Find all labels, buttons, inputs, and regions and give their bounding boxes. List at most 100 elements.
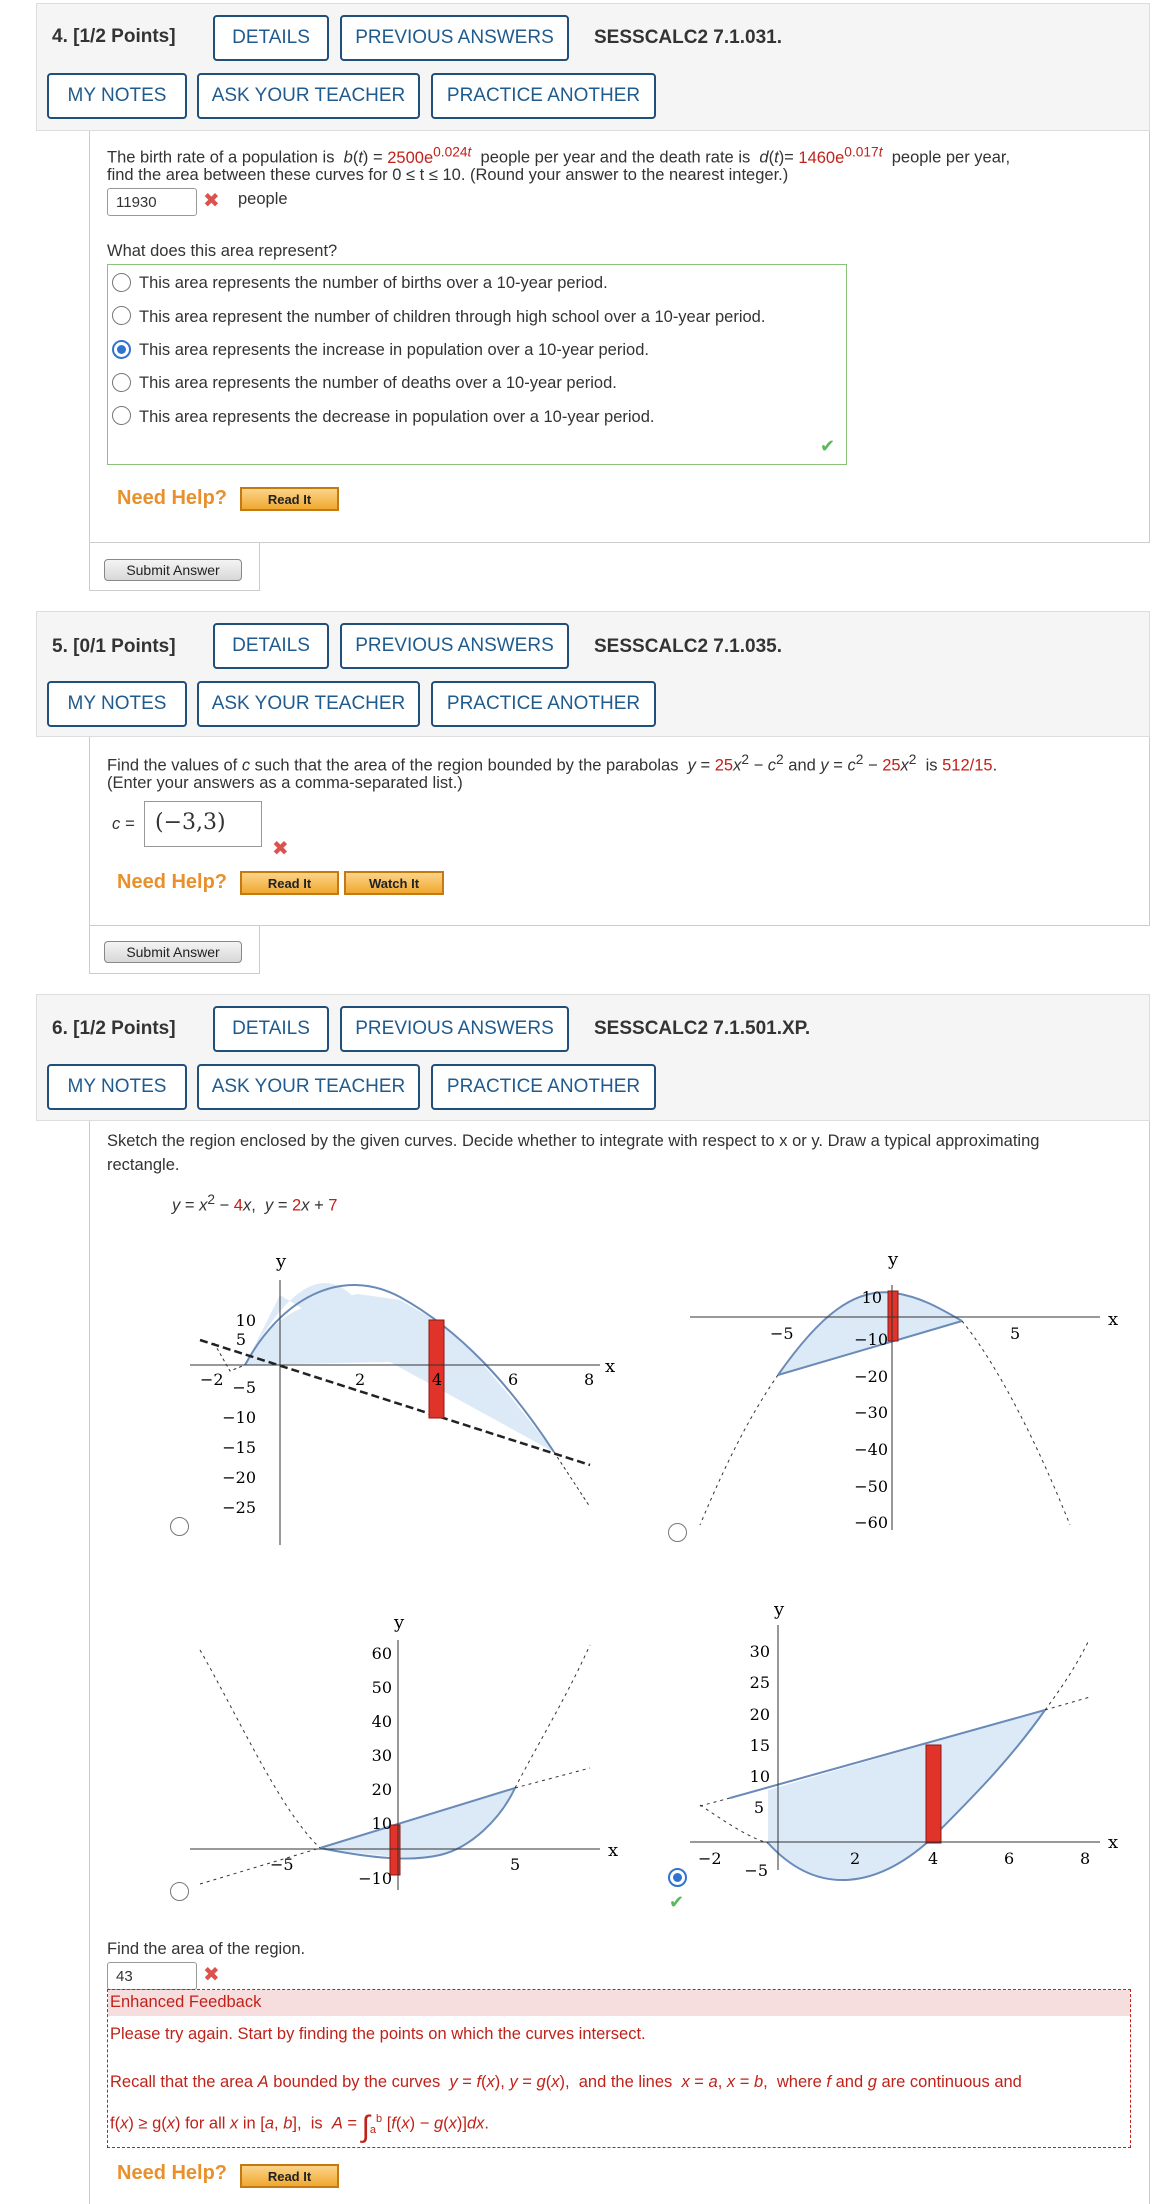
- graph-d-radio[interactable]: [668, 1868, 687, 1887]
- read-it-button[interactable]: Read It: [240, 2164, 339, 2188]
- details-button[interactable]: DETAILS: [213, 1006, 329, 1052]
- previous-answers-button[interactable]: PREVIOUS ANSWERS: [340, 623, 569, 669]
- svg-text:60: 60: [372, 1644, 392, 1663]
- option-label-4: This area represents the number of death…: [139, 374, 617, 392]
- previous-answers-button[interactable]: PREVIOUS ANSWERS: [340, 1006, 569, 1052]
- svg-text:−5: −5: [270, 1855, 294, 1874]
- ask-your-teacher-button[interactable]: ASK YOUR TEACHER: [197, 681, 420, 727]
- svg-text:−5: −5: [770, 1324, 794, 1343]
- svg-text:y: y: [275, 1251, 287, 1272]
- svg-text:−60: −60: [854, 1513, 888, 1530]
- svg-text:x: x: [1108, 1832, 1118, 1853]
- submit-tab: [89, 926, 260, 974]
- svg-text:8: 8: [1080, 1849, 1090, 1868]
- radio-option-2[interactable]: [112, 306, 131, 325]
- q4-options-box: [107, 264, 847, 465]
- q5-answer-input[interactable]: (−3,3): [144, 801, 262, 847]
- svg-text:−2: −2: [698, 1849, 722, 1868]
- need-help-label: Need Help?: [117, 487, 228, 509]
- svg-text:x: x: [1108, 1309, 1118, 1330]
- my-notes-button[interactable]: MY NOTES: [47, 681, 187, 727]
- graph-a-radio[interactable]: [170, 1517, 189, 1536]
- question-5-number: 5. [0/1 Points]: [52, 636, 176, 657]
- question-6-body: [89, 1121, 1150, 2204]
- svg-text:2: 2: [355, 1370, 365, 1389]
- svg-text:y: y: [393, 1612, 405, 1633]
- svg-text:10: 10: [862, 1288, 882, 1307]
- svg-text:10: 10: [750, 1767, 770, 1786]
- practice-another-button[interactable]: PRACTICE ANOTHER: [431, 73, 656, 119]
- practice-another-button[interactable]: PRACTICE ANOTHER: [431, 1064, 656, 1110]
- svg-text:−10: −10: [222, 1408, 256, 1427]
- svg-text:−25: −25: [222, 1498, 256, 1517]
- svg-text:−10: −10: [358, 1869, 392, 1888]
- incorrect-icon: ✖: [272, 838, 289, 860]
- submit-answer-button[interactable]: Submit Answer: [104, 559, 242, 581]
- svg-text:−20: −20: [222, 1468, 256, 1487]
- svg-text:y: y: [887, 1249, 899, 1270]
- svg-text:5: 5: [510, 1855, 520, 1874]
- svg-text:−30: −30: [854, 1403, 888, 1422]
- option-label-5: This area represents the decrease in pop…: [139, 408, 655, 426]
- feedback-line3: f(x) ≥ g(x) for all x in [a, b], is A = …: [110, 2110, 490, 2144]
- svg-text:30: 30: [750, 1642, 770, 1661]
- q4-question2: What does this area represent?: [107, 242, 338, 260]
- svg-text:10: 10: [372, 1814, 392, 1833]
- practice-another-button[interactable]: PRACTICE ANOTHER: [431, 681, 656, 727]
- q5-prompt-line1: Find the values of c such that the area …: [107, 752, 998, 775]
- graph-option-c: y x 60 50 40 30 20 10 −5 5 −10: [190, 1612, 618, 1890]
- submit-tab: [89, 543, 260, 591]
- graph-option-a: y x 10 5 −5 −10 −15 −20 −25 −2 2 4 6 8: [190, 1251, 615, 1545]
- svg-text:10: 10: [236, 1311, 256, 1330]
- q6-equations: y = x2 − 4x, y = 2x + 7: [172, 1192, 338, 1215]
- graph-b-radio[interactable]: [668, 1523, 687, 1542]
- svg-text:6: 6: [1004, 1849, 1014, 1868]
- svg-text:4: 4: [928, 1849, 938, 1868]
- my-notes-button[interactable]: MY NOTES: [47, 73, 187, 119]
- ask-your-teacher-button[interactable]: ASK YOUR TEACHER: [197, 73, 420, 119]
- svg-text:−10: −10: [854, 1330, 888, 1349]
- question-code: SESSCALC2 7.1.501.XP.: [594, 1018, 811, 1039]
- svg-text:4: 4: [432, 1370, 442, 1389]
- radio-option-5[interactable]: [112, 406, 131, 425]
- svg-text:30: 30: [372, 1746, 392, 1765]
- read-it-button[interactable]: Read It: [240, 871, 339, 895]
- radio-option-4[interactable]: [112, 373, 131, 392]
- details-button[interactable]: DETAILS: [213, 15, 329, 61]
- q4-unit: people: [238, 190, 288, 208]
- svg-text:−2: −2: [200, 1370, 224, 1389]
- incorrect-icon: ✖: [203, 190, 220, 212]
- need-help-label: Need Help?: [117, 871, 228, 893]
- incorrect-icon: ✖: [203, 1964, 220, 1986]
- question-4-number: 4. [1/2 Points]: [52, 26, 176, 47]
- watch-it-button[interactable]: Watch It: [344, 871, 444, 895]
- svg-text:50: 50: [372, 1678, 392, 1697]
- read-it-button[interactable]: Read It: [240, 487, 339, 511]
- svg-text:25: 25: [750, 1673, 770, 1692]
- my-notes-button[interactable]: MY NOTES: [47, 1064, 187, 1110]
- feedback-title: Enhanced Feedback: [108, 1990, 1130, 2016]
- q6-answer-input[interactable]: [107, 1962, 197, 1990]
- q4-prompt-line2: find the area between these curves for 0…: [107, 166, 789, 184]
- graph-c-radio[interactable]: [170, 1882, 189, 1901]
- feedback-line2: Recall that the area A bounded by the cu…: [110, 2073, 1022, 2091]
- submit-answer-button[interactable]: Submit Answer: [104, 941, 242, 963]
- previous-answers-button[interactable]: PREVIOUS ANSWERS: [340, 15, 569, 61]
- option-label-1: This area represents the number of birth…: [139, 274, 608, 292]
- svg-text:−15: −15: [222, 1438, 256, 1457]
- radio-option-1[interactable]: [112, 273, 131, 292]
- radio-option-3[interactable]: [112, 340, 131, 359]
- question-4-body: [89, 131, 1150, 543]
- ask-your-teacher-button[interactable]: ASK YOUR TEACHER: [197, 1064, 420, 1110]
- question-code: SESSCALC2 7.1.031.: [594, 27, 782, 48]
- q4-answer-input[interactable]: [107, 188, 197, 216]
- question-6-number: 6. [1/2 Points]: [52, 1018, 176, 1039]
- svg-text:−5: −5: [232, 1378, 256, 1397]
- correct-check-icon: ✔: [820, 436, 836, 456]
- option-label-3: This area represents the increase in pop…: [139, 341, 649, 359]
- feedback-line1: Please try again. Start by finding the p…: [110, 2025, 646, 2043]
- option-label-2: This area represent the number of childr…: [139, 308, 766, 326]
- details-button[interactable]: DETAILS: [213, 623, 329, 669]
- c-label: c =: [112, 815, 135, 833]
- svg-text:20: 20: [372, 1780, 392, 1799]
